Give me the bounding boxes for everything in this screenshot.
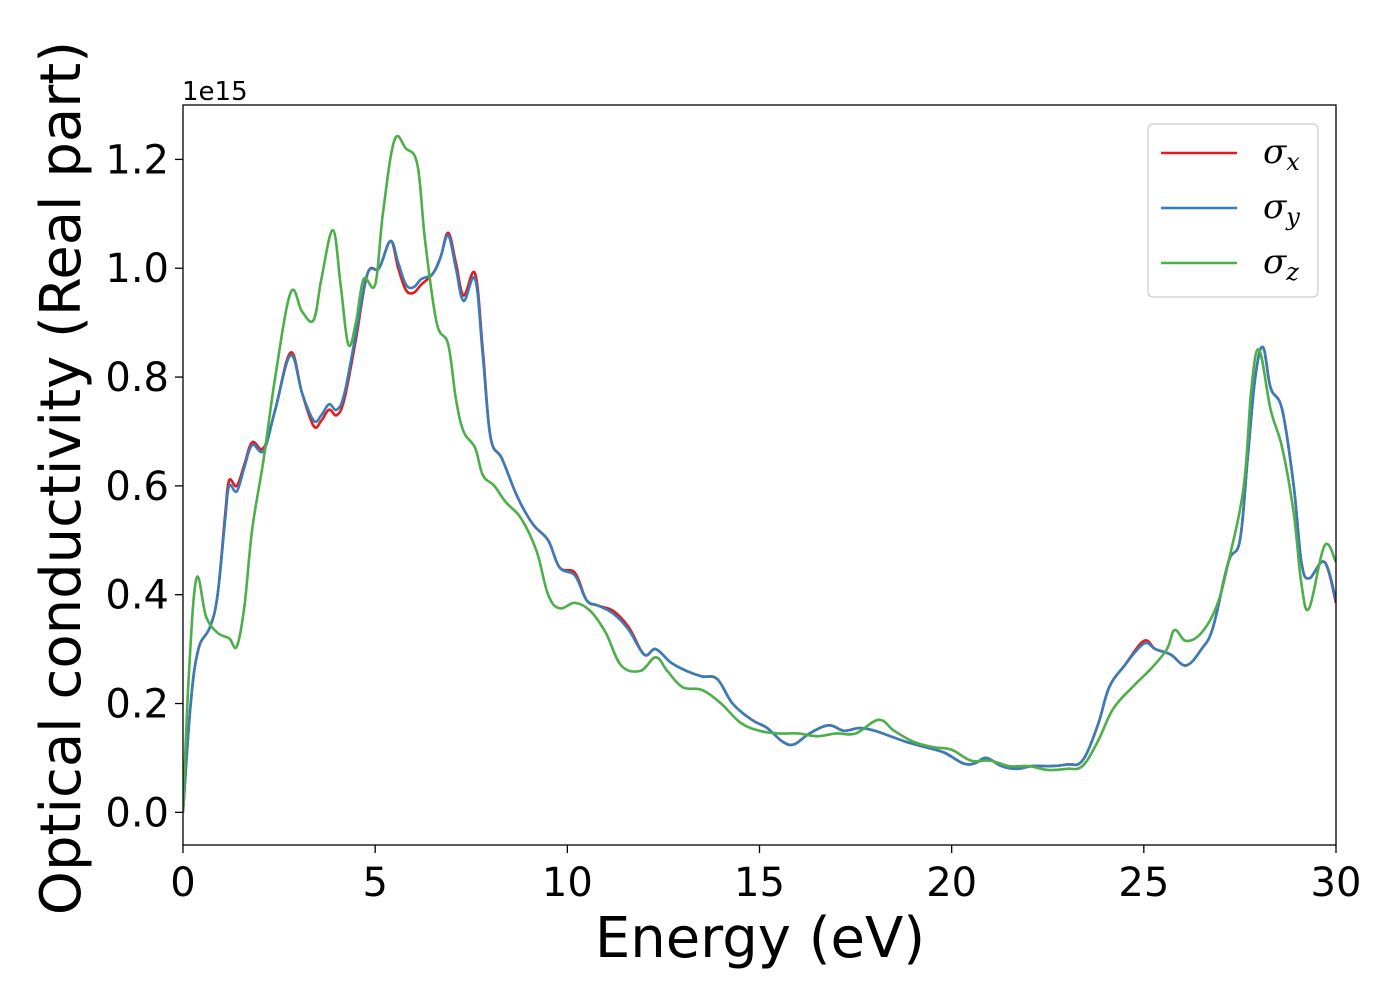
series-line-sigma-z <box>183 134 1336 813</box>
legend-label-sigma-x: σx <box>1263 132 1300 176</box>
y-offset-label: 1e15 <box>182 77 248 107</box>
y-tick-label: 0.8 <box>105 355 169 401</box>
series-layer <box>183 134 1336 813</box>
x-axis-label: Energy (eV) <box>595 906 925 971</box>
legend: σx σy σz <box>1147 123 1319 298</box>
x-tick-label: 10 <box>542 860 593 906</box>
legend-label-sigma-y: σy <box>1263 187 1300 231</box>
x-tick-label: 30 <box>1311 860 1362 906</box>
y-axis-label: Optical conductivity (Real part) <box>29 41 94 915</box>
y-tick-label: 0.2 <box>105 682 169 728</box>
y-tick-label: 0.4 <box>105 573 169 619</box>
x-tick-label: 5 <box>362 860 387 906</box>
y-tick-label: 0.0 <box>105 790 169 836</box>
x-tick-label: 0 <box>170 860 195 906</box>
legend-box <box>1147 123 1319 298</box>
x-tick-label: 15 <box>734 860 785 906</box>
x-tick-label: 25 <box>1118 860 1169 906</box>
ticks-layer: 0 5 10 15 20 25 30 0.0 0.2 0.4 0.6 0.8 1.0 1.2 <box>105 137 1361 906</box>
x-tick-label: 20 <box>926 860 977 906</box>
series-line-sigma-y <box>183 234 1336 813</box>
y-tick-label: 1.0 <box>105 246 169 292</box>
y-tick-label: 0.6 <box>105 464 169 510</box>
legend-label-sigma-z: σz <box>1263 242 1299 286</box>
y-tick-label: 1.2 <box>105 137 169 183</box>
